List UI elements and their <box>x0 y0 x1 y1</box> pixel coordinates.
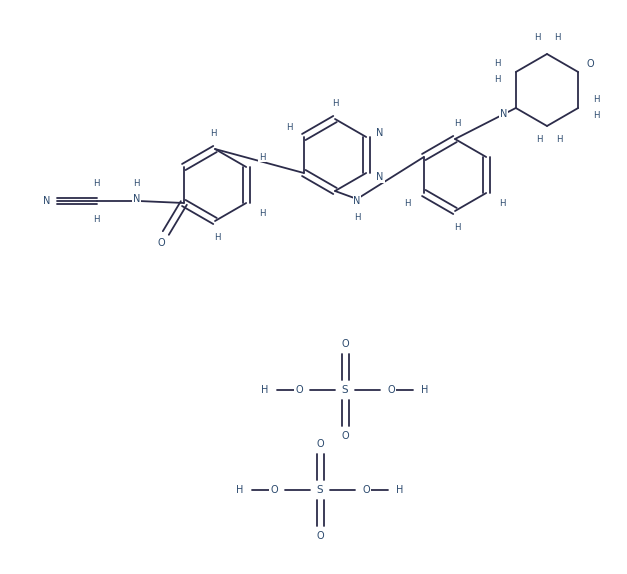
Text: H: H <box>210 129 216 138</box>
Text: H: H <box>287 122 293 131</box>
Text: H: H <box>332 99 338 107</box>
Text: O: O <box>316 531 324 541</box>
Text: S: S <box>317 485 324 495</box>
Text: H: H <box>354 212 361 222</box>
Text: N: N <box>376 172 384 182</box>
Text: O: O <box>316 439 324 449</box>
Text: H: H <box>404 199 411 207</box>
Text: H: H <box>454 223 460 231</box>
Text: N: N <box>353 196 361 206</box>
Text: H: H <box>495 60 501 68</box>
Text: H: H <box>259 153 265 161</box>
Text: O: O <box>362 485 370 495</box>
Text: O: O <box>341 339 349 349</box>
Text: H: H <box>535 135 542 145</box>
Text: H: H <box>134 179 140 188</box>
Text: H: H <box>495 76 501 84</box>
Text: H: H <box>261 385 269 395</box>
Text: H: H <box>214 232 220 242</box>
Text: H: H <box>556 135 562 145</box>
Text: O: O <box>341 431 349 441</box>
Text: H: H <box>236 485 244 495</box>
Text: O: O <box>157 238 165 248</box>
Text: H: H <box>421 385 429 395</box>
Text: N: N <box>500 109 507 119</box>
Text: S: S <box>342 385 349 395</box>
Text: H: H <box>593 95 599 104</box>
Text: H: H <box>396 485 404 495</box>
Text: O: O <box>387 385 395 395</box>
Text: H: H <box>259 208 265 218</box>
Text: H: H <box>593 111 599 121</box>
Text: O: O <box>295 385 303 395</box>
Text: H: H <box>534 33 540 42</box>
Text: H: H <box>499 199 505 207</box>
Text: H: H <box>454 118 460 127</box>
Text: O: O <box>270 485 278 495</box>
Text: N: N <box>133 194 140 204</box>
Text: H: H <box>93 179 100 188</box>
Text: O: O <box>586 59 594 69</box>
Text: N: N <box>43 196 51 206</box>
Text: H: H <box>554 33 561 42</box>
Text: H: H <box>93 215 100 223</box>
Text: N: N <box>376 128 384 138</box>
